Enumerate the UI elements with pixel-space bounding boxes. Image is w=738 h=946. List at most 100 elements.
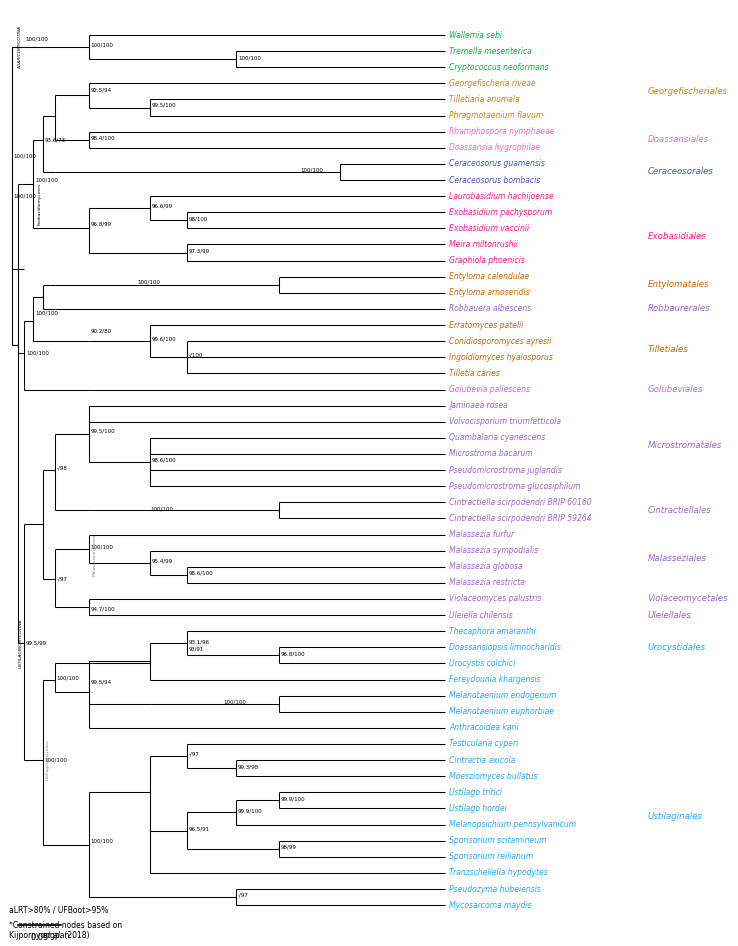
Text: Microstromatales: Microstromatales (647, 442, 722, 450)
Text: 100/100: 100/100 (138, 280, 161, 285)
Text: 96.8/99: 96.8/99 (91, 222, 111, 227)
Text: 98/100: 98/100 (189, 217, 208, 221)
Text: 95.4/99: 95.4/99 (152, 558, 173, 564)
Text: 100/100: 100/100 (91, 544, 114, 549)
Text: 99.9/100: 99.9/100 (281, 797, 306, 801)
Text: Conidiosporomyces ayresii: Conidiosporomyces ayresii (449, 337, 551, 345)
Text: Volvocisporium triumfetticola: Volvocisporium triumfetticola (449, 417, 561, 427)
Text: 100/100: 100/100 (25, 37, 48, 42)
Text: Golubevia pallescens: Golubevia pallescens (449, 385, 530, 394)
Text: -/100: -/100 (189, 352, 203, 358)
Text: Quambalaria cyanescens: Quambalaria cyanescens (449, 433, 545, 443)
Text: Ceraceosorus guamensis: Ceraceosorus guamensis (449, 160, 545, 168)
Text: -/97: -/97 (238, 893, 249, 898)
Text: 98/99: 98/99 (281, 845, 297, 850)
Text: 96.8/100: 96.8/100 (281, 651, 306, 657)
Text: 100/100: 100/100 (44, 758, 67, 762)
Text: Pseudozyma hubeiensis: Pseudozyma hubeiensis (449, 885, 541, 894)
Text: Malassezia restricta: Malassezia restricta (449, 578, 525, 587)
Text: Jaminaea rosea: Jaminaea rosea (449, 401, 508, 411)
Text: 0.05: 0.05 (30, 934, 49, 942)
Text: 93.6/73: 93.6/73 (44, 137, 66, 142)
Text: 97.3/99: 97.3/99 (189, 249, 210, 254)
Text: Kijpornyongpan: Kijpornyongpan (9, 931, 72, 940)
Text: Graphiola phoenicis: Graphiola phoenicis (449, 256, 525, 265)
Text: 98.4/100: 98.4/100 (91, 135, 115, 141)
Text: AGARICOMYCOTINA: AGARICOMYCOTINA (18, 26, 22, 69)
Text: 98.6/100: 98.6/100 (189, 570, 213, 576)
Text: 94.7/100: 94.7/100 (91, 606, 115, 611)
Text: 99.3/98: 99.3/98 (238, 764, 259, 769)
Text: Georgefischeria riveae: Georgefischeria riveae (449, 79, 536, 88)
Text: Ustilago hordei: Ustilago hordei (449, 804, 507, 813)
Text: Ceraceosorus bombacis: Ceraceosorus bombacis (449, 176, 540, 184)
Text: (2018): (2018) (62, 931, 90, 940)
Text: Doassansiopsis limnocharidis: Doassansiopsis limnocharidis (449, 643, 561, 652)
Text: Exobasidium vaccinii: Exobasidium vaccinii (449, 224, 529, 233)
Text: 92.5/94: 92.5/94 (91, 87, 111, 93)
Text: Violaceomycetales: Violaceomycetales (647, 594, 728, 604)
Text: Golubeviales: Golubeviales (647, 385, 703, 394)
Text: 100/100: 100/100 (35, 178, 58, 183)
Text: -/97: -/97 (57, 576, 68, 582)
Text: Ingoldiomyces hyalosporus: Ingoldiomyces hyalosporus (449, 353, 553, 361)
Text: USTILAGINOMYCOTINA: USTILAGINOMYCOTINA (18, 619, 22, 668)
Text: Uleiella chilensis: Uleiella chilensis (449, 610, 513, 620)
Text: Wallemia sebi: Wallemia sebi (449, 30, 502, 40)
Text: Melanopsichium pennsylvanicum: Melanopsichium pennsylvanicum (449, 820, 576, 829)
Text: Entyloma calendulae: Entyloma calendulae (449, 272, 529, 281)
Text: Exobasidiales: Exobasidiales (647, 232, 706, 241)
Text: Ustilaginomycetes: Ustilaginomycetes (46, 740, 49, 780)
Text: *Constrained nodes based on: *Constrained nodes based on (9, 921, 122, 930)
Text: Malasseziales: Malasseziales (647, 554, 706, 563)
Text: Tranzscheliella hypodytes: Tranzscheliella hypodytes (449, 868, 548, 877)
Text: 96.6/99: 96.6/99 (152, 203, 173, 208)
Text: Robbaurerales: Robbaurerales (647, 305, 710, 313)
Text: Laurobasidium hachijoense: Laurobasidium hachijoense (449, 192, 554, 201)
Text: 100/100: 100/100 (238, 55, 261, 60)
Text: Phragmotaenium flavum: Phragmotaenium flavum (449, 111, 543, 120)
Text: -/98: -/98 (57, 465, 68, 470)
Text: Melanotaenium endogenum: Melanotaenium endogenum (449, 692, 556, 700)
Text: 93.1/96: 93.1/96 (189, 639, 210, 644)
Text: Fereydounia khargensis: Fereydounia khargensis (449, 675, 540, 684)
Text: Meira miltonrushii: Meira miltonrushii (449, 240, 518, 249)
Text: 98.6/100: 98.6/100 (152, 457, 176, 462)
Text: 100/100: 100/100 (13, 194, 36, 199)
Text: Pseudomicrostroma glucosiphilum: Pseudomicrostroma glucosiphilum (449, 482, 581, 491)
Text: 100/100: 100/100 (150, 506, 173, 511)
Text: aLRT>80% / UFBoot>95%: aLRT>80% / UFBoot>95% (9, 906, 108, 915)
Text: Urocystis colchici: Urocystis colchici (449, 659, 515, 668)
Text: Exobasidiomycetes: Exobasidiomycetes (37, 184, 41, 225)
Text: -/97: -/97 (189, 752, 200, 757)
Text: Microstroma bacarum: Microstroma bacarum (449, 449, 533, 459)
Text: Sporisorium scitamineum: Sporisorium scitamineum (449, 836, 547, 845)
Text: Ustilago tritici: Ustilago tritici (449, 788, 502, 797)
Text: Exobasidium pachysporum: Exobasidium pachysporum (449, 208, 552, 217)
Text: Malassezia furfur: Malassezia furfur (449, 530, 514, 539)
Text: Anthracoidea karii: Anthracoidea karii (449, 724, 519, 732)
Text: Sporisorium reilianum: Sporisorium reilianum (449, 852, 534, 861)
Text: Tilletia caries: Tilletia caries (449, 369, 500, 377)
Text: 99.5/100: 99.5/100 (91, 429, 115, 434)
Text: 90.2/80: 90.2/80 (91, 329, 111, 334)
Text: Uleiellales: Uleiellales (647, 610, 691, 620)
Text: 96.5/91: 96.5/91 (189, 826, 210, 832)
Text: Cintractia axicola: Cintractia axicola (449, 756, 515, 764)
Text: Entylomatales: Entylomatales (647, 280, 709, 289)
Text: 100/100: 100/100 (300, 167, 323, 172)
Text: Cintractiella scirpodendri BRIP 60160: Cintractiella scirpodendri BRIP 60160 (449, 498, 592, 507)
Text: Melanotaenium euphorbiae: Melanotaenium euphorbiae (449, 708, 554, 716)
Text: Tilletiaria anomala: Tilletiaria anomala (449, 95, 520, 104)
Text: 100/100: 100/100 (57, 675, 80, 680)
Text: Thecaphora amaranthi: Thecaphora amaranthi (449, 626, 536, 636)
Text: 99.5/100: 99.5/100 (152, 102, 176, 108)
Text: Robbauera albescens: Robbauera albescens (449, 305, 531, 313)
Text: 100/100: 100/100 (91, 43, 114, 47)
Text: et al.: et al. (43, 931, 62, 940)
Text: 99.5/99: 99.5/99 (26, 640, 47, 646)
Text: Malasseziomycetes: Malasseziomycetes (92, 534, 97, 576)
Text: Ceraceosorales: Ceraceosorales (647, 167, 713, 177)
Text: Tilletiales: Tilletiales (647, 344, 688, 354)
Text: Pseudomicrostroma juglandis: Pseudomicrostroma juglandis (449, 465, 562, 475)
